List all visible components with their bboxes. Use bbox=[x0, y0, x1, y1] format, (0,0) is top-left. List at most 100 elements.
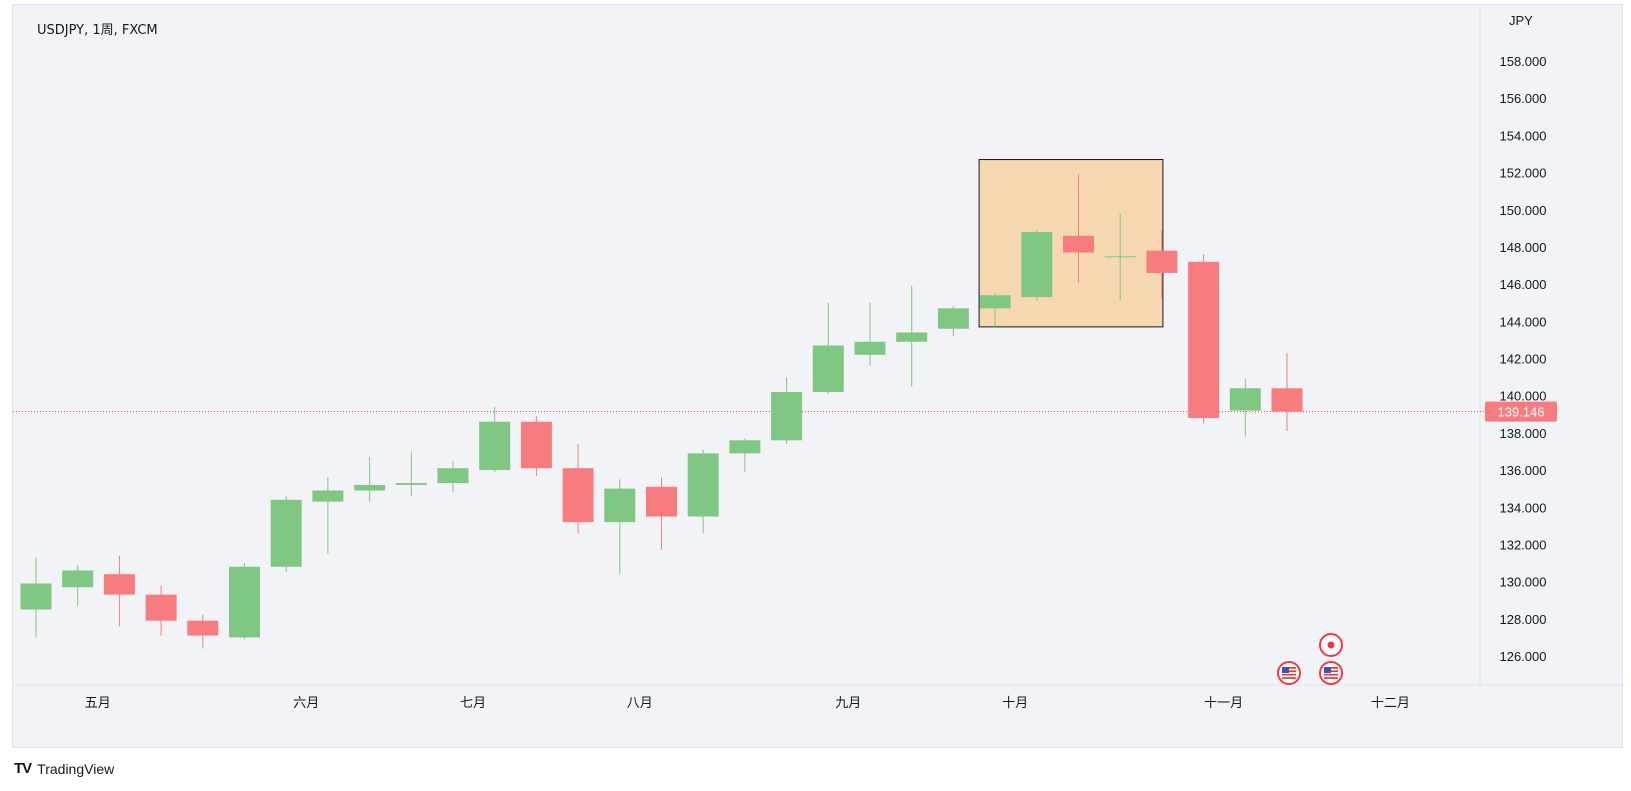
candle-body bbox=[1104, 256, 1136, 258]
candle-body bbox=[395, 483, 427, 485]
candle-body bbox=[896, 332, 928, 342]
candle-body bbox=[729, 440, 761, 454]
y-tick-label: 146.000 bbox=[1500, 277, 1547, 292]
candle[interactable] bbox=[520, 416, 552, 476]
candle[interactable] bbox=[312, 477, 344, 554]
candle[interactable] bbox=[62, 564, 94, 606]
y-tick-label: 154.000 bbox=[1500, 128, 1547, 143]
candle[interactable] bbox=[187, 615, 219, 649]
x-tick-label: 十一月 bbox=[1204, 696, 1243, 711]
candle[interactable] bbox=[979, 293, 1011, 327]
candle-body bbox=[604, 488, 636, 523]
candle-body bbox=[229, 566, 260, 638]
candle-body bbox=[270, 499, 302, 567]
y-tick-label: 138.000 bbox=[1500, 426, 1547, 441]
y-tick-label: 152.000 bbox=[1500, 166, 1547, 181]
candle[interactable] bbox=[270, 496, 302, 573]
chart-panel[interactable]: 126.000 128.000 130.000 132.000 134.000 136.0… bbox=[12, 4, 1624, 749]
y-tick-label: 134.000 bbox=[1500, 500, 1547, 515]
candle[interactable] bbox=[562, 444, 594, 534]
last-price-badge-bg bbox=[1485, 401, 1557, 422]
x-tick-label: 十二月 bbox=[1371, 696, 1410, 711]
candle[interactable] bbox=[437, 460, 469, 493]
candle-body bbox=[187, 620, 219, 636]
candle[interactable] bbox=[646, 477, 677, 551]
y-tick-label: 142.000 bbox=[1500, 352, 1547, 367]
x-tick-label: 九月 bbox=[835, 696, 861, 711]
candle[interactable] bbox=[937, 306, 969, 337]
candle-body bbox=[20, 583, 52, 610]
candle-body bbox=[354, 484, 386, 491]
candle-body bbox=[562, 468, 594, 523]
y-tick-label: 150.000 bbox=[1500, 203, 1547, 218]
candle[interactable] bbox=[687, 449, 719, 534]
candle-body bbox=[937, 308, 969, 329]
y-tick-label: 128.000 bbox=[1500, 612, 1547, 627]
y-tick-label: 126.000 bbox=[1500, 649, 1547, 664]
candle[interactable] bbox=[479, 406, 511, 472]
currency-label: JPY bbox=[1509, 13, 1533, 28]
brand-name: TradingView bbox=[37, 760, 115, 777]
candle[interactable] bbox=[729, 438, 761, 472]
candlestick-chart[interactable]: 126.000 128.000 130.000 132.000 134.000 136.0… bbox=[13, 5, 1624, 749]
last-price-label: 139.146 bbox=[1498, 405, 1545, 420]
candle-body bbox=[1271, 388, 1303, 412]
candle[interactable] bbox=[1021, 230, 1053, 301]
candle-body bbox=[771, 391, 803, 441]
x-tick-label: 十月 bbox=[1002, 696, 1028, 711]
y-tick-label: 158.000 bbox=[1500, 54, 1547, 69]
y-tick-label: 144.000 bbox=[1500, 314, 1547, 329]
candle[interactable] bbox=[1188, 254, 1220, 424]
tradingview-logo-icon: TV bbox=[14, 760, 32, 777]
y-tick-label: 156.000 bbox=[1500, 91, 1547, 106]
candle-body bbox=[812, 345, 844, 392]
candle-body bbox=[1146, 250, 1178, 273]
candle-body bbox=[520, 421, 552, 469]
candle[interactable] bbox=[1271, 352, 1303, 432]
candle-body bbox=[145, 594, 177, 621]
candle-body bbox=[687, 453, 719, 517]
candle[interactable] bbox=[1229, 378, 1261, 437]
symbol-label: USDJPY, 1周, FXCM bbox=[37, 23, 158, 38]
candle-body bbox=[1021, 232, 1053, 298]
candle-body bbox=[437, 468, 469, 484]
y-tick-label: 140.000 bbox=[1500, 389, 1547, 404]
candle-body bbox=[646, 486, 677, 517]
us-flag-event-icon[interactable] bbox=[1277, 661, 1301, 685]
y-tick-label: 136.000 bbox=[1500, 463, 1547, 478]
candle[interactable] bbox=[354, 457, 386, 502]
candle[interactable] bbox=[771, 377, 803, 445]
candle[interactable] bbox=[896, 285, 928, 387]
candle[interactable] bbox=[1146, 230, 1178, 299]
us-flag-event-icon[interactable] bbox=[1319, 661, 1343, 685]
candle[interactable] bbox=[812, 302, 844, 394]
candle-body bbox=[312, 490, 344, 502]
event-dot-icon[interactable] bbox=[1319, 633, 1343, 657]
candle[interactable] bbox=[20, 557, 52, 638]
y-tick-label: 148.000 bbox=[1500, 240, 1547, 255]
candle[interactable] bbox=[604, 479, 636, 575]
candle-body bbox=[62, 570, 94, 588]
candle[interactable] bbox=[229, 563, 260, 640]
x-tick-label: 六月 bbox=[293, 696, 319, 711]
candle[interactable] bbox=[1063, 174, 1094, 283]
y-tick-label: 132.000 bbox=[1500, 537, 1547, 552]
y-tick-label: 130.000 bbox=[1500, 575, 1547, 590]
candle[interactable] bbox=[145, 585, 177, 636]
candle-body bbox=[1229, 388, 1261, 411]
candle[interactable] bbox=[1104, 213, 1136, 301]
candle-body bbox=[479, 421, 511, 471]
candle[interactable] bbox=[854, 302, 886, 366]
tradingview-logo[interactable]: TV TradingView bbox=[14, 760, 114, 777]
candle[interactable] bbox=[103, 555, 135, 627]
candle[interactable] bbox=[395, 451, 427, 497]
candle-body bbox=[1188, 261, 1220, 418]
x-tick-label: 五月 bbox=[85, 696, 111, 711]
candle-body bbox=[854, 341, 886, 355]
candle-body bbox=[1063, 235, 1094, 253]
candle-body bbox=[103, 574, 135, 595]
candle-body bbox=[979, 295, 1011, 309]
x-tick-label: 七月 bbox=[460, 696, 486, 711]
last-price-badge: 139.146 bbox=[1485, 401, 1557, 422]
x-tick-label: 八月 bbox=[627, 696, 653, 711]
